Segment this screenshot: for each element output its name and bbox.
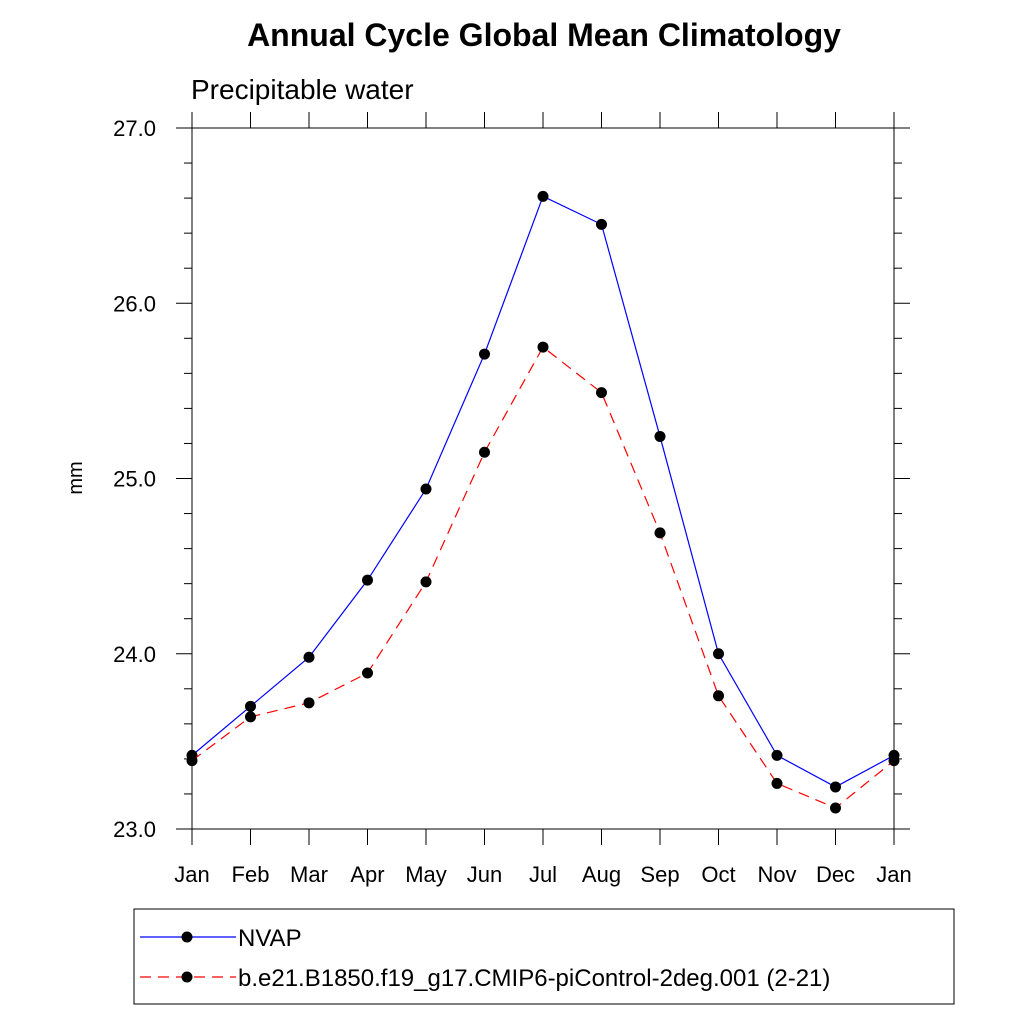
y-tick-label: 23.0 — [113, 817, 156, 842]
series-line — [191, 346, 895, 809]
y-tick-label: 27.0 — [113, 116, 156, 141]
chart-subtitle: Precipitable water — [191, 74, 414, 105]
x-tick-label: Aug — [582, 862, 621, 887]
data-point — [479, 348, 490, 360]
data-point — [888, 755, 900, 767]
x-tick-label: Jul — [529, 862, 557, 887]
legend-label: NVAP — [238, 925, 302, 952]
legend-marker — [181, 971, 193, 983]
data-point — [654, 527, 666, 539]
data-point — [596, 387, 607, 399]
x-tick-label: Feb — [232, 862, 270, 887]
data-point — [771, 749, 783, 761]
legend-marker — [181, 931, 193, 943]
data-point — [186, 755, 198, 767]
chart-title: Annual Cycle Global Mean Climatology — [247, 17, 841, 53]
data-point — [654, 430, 666, 442]
x-tick-label: Mar — [290, 862, 328, 887]
x-tick-label: Jun — [467, 862, 502, 887]
y-axis-label: mm — [65, 461, 87, 494]
data-point — [713, 648, 724, 660]
series-1 — [186, 341, 900, 814]
data-point — [303, 651, 315, 663]
y-tick-label: 26.0 — [113, 291, 156, 316]
legend-label: b.e21.B1850.f19_g17.CMIP6-piControl-2deg… — [238, 965, 830, 992]
legend-item: b.e21.B1850.f19_g17.CMIP6-piControl-2deg… — [140, 965, 830, 992]
x-tick-label: Jan — [876, 862, 911, 887]
x-tick-label: May — [405, 862, 447, 887]
x-tick-label: Apr — [350, 862, 384, 887]
x-tick-label: Oct — [701, 862, 735, 887]
y-tick-label: 24.0 — [113, 642, 156, 667]
data-point — [245, 711, 256, 723]
series-0 — [186, 190, 900, 793]
x-tick-label: Dec — [816, 862, 855, 887]
x-tick-label: Nov — [757, 862, 796, 887]
data-point — [303, 697, 315, 709]
legend-item: NVAP — [140, 925, 302, 952]
data-point — [537, 190, 549, 202]
data-point — [362, 667, 373, 679]
data-point — [713, 690, 724, 702]
legend-box — [133, 908, 955, 1005]
y-tick-label: 25.0 — [113, 467, 156, 492]
legend: NVAP b.e21.B1850.f19_g17.CMIP6-piControl-… — [140, 925, 830, 992]
data-point — [362, 574, 373, 586]
data-point — [245, 700, 256, 712]
data-point — [537, 341, 549, 353]
data-point — [479, 446, 490, 458]
axes: 23.0 24.0 25.0 26.0 27.0 Jan Feb Mar Apr May Jun Ju… — [113, 112, 912, 887]
data-point — [420, 483, 432, 495]
x-tick-label: Sep — [640, 862, 679, 887]
data-point — [771, 777, 783, 789]
data-point — [420, 576, 432, 588]
data-point — [830, 781, 841, 793]
series-line — [191, 195, 895, 788]
series-layer — [186, 190, 900, 814]
data-point — [830, 802, 841, 814]
x-tick-label: Jan — [174, 862, 209, 887]
data-point — [596, 218, 607, 230]
plot-frame — [191, 127, 895, 830]
